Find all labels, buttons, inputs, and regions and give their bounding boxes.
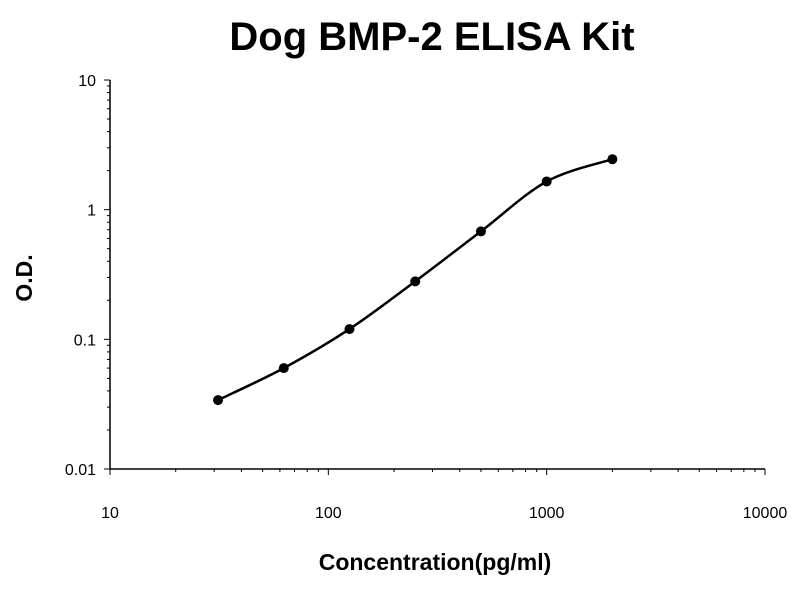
chart-title: Dog BMP-2 ELISA Kit (229, 15, 634, 59)
x-axis-title: Concentration(pg/ml) (319, 549, 552, 575)
y-axis-tick-labels: 0.01 0.1 1 10 (65, 73, 96, 479)
y-axis-ticks (104, 79, 110, 470)
y-tick-label: 0.1 (74, 332, 96, 349)
x-axis-ticks (109, 469, 766, 475)
data-point (410, 276, 421, 287)
y-tick-label: 1 (87, 203, 96, 220)
data-point (213, 395, 224, 406)
x-tick-label: 1000 (529, 505, 565, 522)
data-point (344, 324, 355, 335)
x-tick-label: 100 (315, 505, 342, 522)
data-point (541, 176, 552, 187)
x-tick-label: 10 (101, 505, 119, 522)
y-tick-label: 10 (78, 73, 96, 90)
x-axis-tick-labels: 10 100 1000 10000 (101, 505, 787, 522)
x-tick-label: 10000 (743, 505, 788, 522)
data-point (475, 226, 486, 237)
data-point (607, 154, 618, 165)
data-point (278, 363, 289, 374)
y-axis-title: O.D. (11, 254, 37, 301)
data-points (213, 154, 618, 406)
y-tick-label: 0.01 (65, 462, 96, 479)
